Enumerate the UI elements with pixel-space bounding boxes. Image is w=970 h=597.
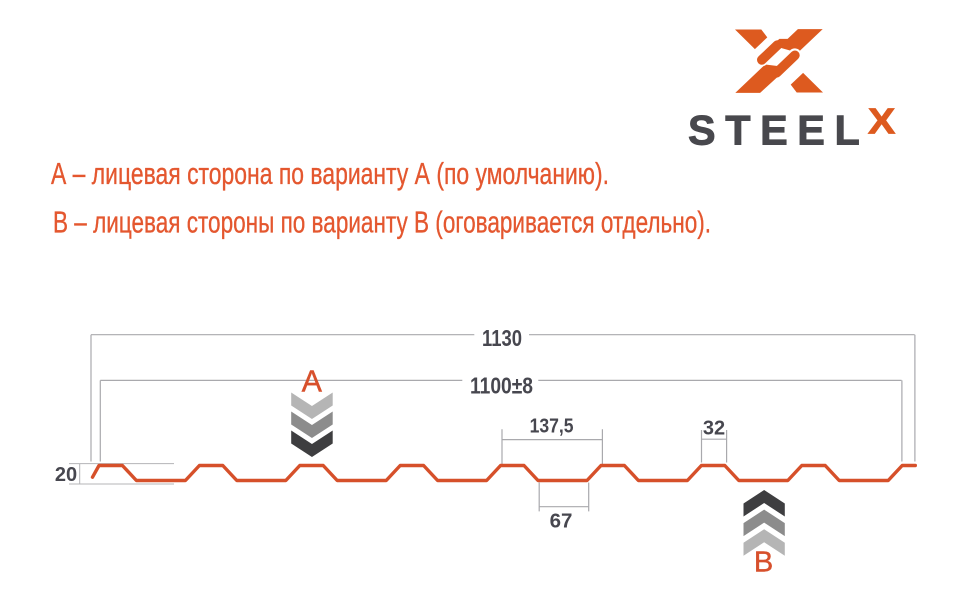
svg-text:1130: 1130: [482, 325, 522, 351]
svg-text:32: 32: [703, 418, 725, 440]
svg-text:В – лицевая стороны по вариант: В – лицевая стороны по варианту В (огова…: [53, 204, 711, 239]
svg-text:B: B: [754, 547, 773, 579]
svg-text:X: X: [868, 100, 896, 141]
svg-text:1100±8: 1100±8: [470, 372, 533, 398]
svg-text:20: 20: [55, 464, 77, 486]
svg-text:137,5: 137,5: [530, 416, 574, 438]
svg-text:67: 67: [550, 509, 573, 532]
svg-text:А – лицевая сторона по вариант: А – лицевая сторона по варианту А (по ум…: [51, 156, 609, 191]
svg-text:STEEL: STEEL: [688, 108, 869, 154]
svg-text:A: A: [302, 365, 323, 399]
